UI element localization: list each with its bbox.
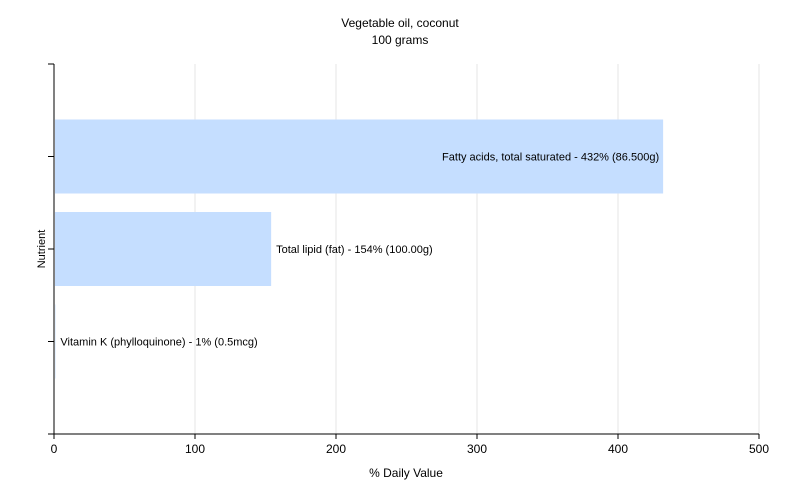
axis-layer: 0 100 200 300 400 500 — [48, 63, 769, 456]
x-tick-label: 500 — [749, 442, 769, 456]
data-label: Fatty acids, total saturated - 432% (86.… — [442, 152, 659, 164]
x-tick-label: 100 — [185, 442, 205, 456]
bar — [55, 119, 664, 194]
x-axis-label: % Daily Value — [369, 466, 443, 480]
data-label: Vitamin K (phylloquinone) - 1% (0.5mcg) — [60, 337, 257, 349]
x-tick-label: 0 — [51, 442, 58, 456]
x-tick-label: 200 — [326, 442, 346, 456]
chart-title: Vegetable oil, coconut — [341, 16, 459, 30]
x-tick-label: 300 — [467, 442, 487, 456]
data-label: Total lipid (fat) - 154% (100.00g) — [276, 244, 433, 256]
chart-subtitle: 100 grams — [371, 33, 429, 47]
bar — [55, 212, 272, 286]
y-axis-label: Nutrient — [36, 230, 48, 269]
x-tick-label: 400 — [608, 442, 628, 456]
bar-layer: Fatty acids, total saturated - 432% (86.… — [55, 119, 664, 379]
